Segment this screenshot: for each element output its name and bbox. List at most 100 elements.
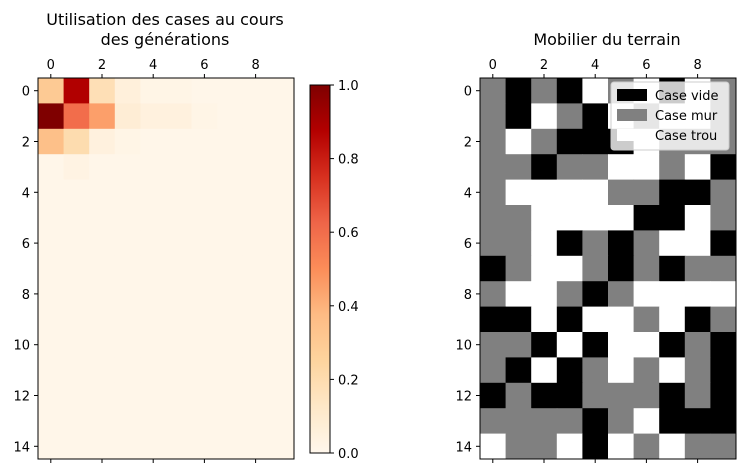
usage-cell — [268, 433, 295, 460]
usage-cell — [114, 255, 141, 282]
right-y-tick-label: 12 — [455, 390, 472, 405]
usage-cell — [89, 230, 116, 257]
terrain-cell — [608, 382, 635, 409]
terrain-cell — [531, 408, 558, 435]
usage-cell — [63, 78, 90, 104]
usage-cell — [89, 255, 116, 282]
terrain-cell — [505, 179, 532, 206]
terrain-cell — [582, 154, 609, 181]
terrain-cell — [608, 332, 635, 358]
usage-cell — [242, 205, 269, 231]
terrain-cell — [659, 433, 686, 460]
terrain-cell — [633, 179, 660, 206]
right-x-tick-label: 2 — [540, 58, 548, 73]
usage-cell — [89, 357, 116, 384]
terrain-cell — [684, 281, 711, 308]
usage-cell — [242, 433, 269, 460]
terrain-cell — [582, 382, 609, 409]
terrain-cell — [633, 408, 660, 435]
usage-cell — [242, 255, 269, 282]
usage-cell — [38, 433, 65, 460]
usage-cell — [217, 433, 244, 460]
left-y-tick-label: 8 — [22, 288, 30, 303]
terrain-cell — [633, 230, 660, 257]
terrain-cell — [582, 128, 609, 155]
terrain-cell — [480, 357, 507, 384]
usage-cell — [140, 332, 167, 358]
right-x-tick-label: 4 — [591, 58, 599, 73]
usage-cell — [140, 306, 167, 333]
usage-cell — [140, 179, 167, 206]
terrain-cell — [531, 332, 558, 358]
usage-cell — [89, 382, 116, 409]
usage-cell — [166, 255, 193, 282]
terrain-cell — [480, 306, 507, 333]
terrain-cell — [480, 103, 507, 130]
terrain-cell — [556, 408, 583, 435]
usage-cell — [114, 128, 141, 155]
usage-cell — [242, 154, 269, 181]
usage-cell — [140, 255, 167, 282]
usage-cell — [140, 154, 167, 181]
colorbar-tick-label: 0.8 — [338, 153, 359, 168]
usage-cell — [89, 306, 116, 333]
usage-cell — [191, 433, 218, 460]
usage-cell — [242, 306, 269, 333]
usage-cell — [217, 128, 244, 155]
right-y-tick-label: 8 — [464, 288, 472, 303]
usage-heatmap-title-line-2: des générations — [101, 30, 230, 49]
left-x-tick-label: 8 — [251, 58, 259, 73]
usage-cell — [217, 179, 244, 206]
usage-cell — [63, 205, 90, 231]
terrain-cell — [505, 205, 532, 231]
terrain-cell — [710, 230, 737, 257]
usage-cell — [191, 382, 218, 409]
usage-cell — [268, 230, 295, 257]
terrain-cell — [659, 154, 686, 181]
usage-cell — [191, 281, 218, 308]
terrain-cell — [480, 408, 507, 435]
usage-cell — [191, 332, 218, 358]
terrain-cell — [480, 128, 507, 155]
usage-cell — [242, 103, 269, 130]
terrain-cell — [608, 154, 635, 181]
usage-cell — [217, 103, 244, 130]
legend-items: Case vide Case mur Case trou — [617, 89, 719, 144]
usage-cell — [89, 332, 116, 358]
terrain-cell — [480, 281, 507, 308]
usage-cell — [114, 154, 141, 181]
usage-cell — [191, 357, 218, 384]
terrain-cell — [505, 433, 532, 460]
terrain-cell — [505, 128, 532, 155]
terrain-cell — [684, 306, 711, 333]
usage-cell — [166, 128, 193, 155]
usage-cell — [268, 382, 295, 409]
terrain-map-x-ticks: 0 2 4 6 8 — [489, 58, 702, 463]
terrain-cell — [659, 306, 686, 333]
usage-cell — [38, 154, 65, 181]
terrain-cell — [582, 103, 609, 130]
usage-cell — [38, 408, 65, 435]
terrain-cell — [710, 255, 737, 282]
usage-cell — [242, 357, 269, 384]
usage-cell — [268, 281, 295, 308]
usage-cell — [191, 128, 218, 155]
terrain-cell — [633, 281, 660, 308]
terrain-cell — [684, 408, 711, 435]
right-y-tick-label: 2 — [464, 136, 472, 151]
terrain-cell — [659, 205, 686, 231]
terrain-cell — [684, 255, 711, 282]
usage-cell — [242, 332, 269, 358]
terrain-cell — [505, 281, 532, 308]
usage-cell — [166, 179, 193, 206]
colorbar-tick-label: 0.0 — [338, 447, 359, 462]
usage-cell — [242, 179, 269, 206]
usage-cell — [140, 128, 167, 155]
terrain-cell — [633, 332, 660, 358]
terrain-cell — [505, 306, 532, 333]
terrain-cell — [531, 357, 558, 384]
usage-cell — [242, 230, 269, 257]
usage-cell — [166, 332, 193, 358]
terrain-cell — [505, 78, 532, 104]
usage-cell — [268, 154, 295, 181]
